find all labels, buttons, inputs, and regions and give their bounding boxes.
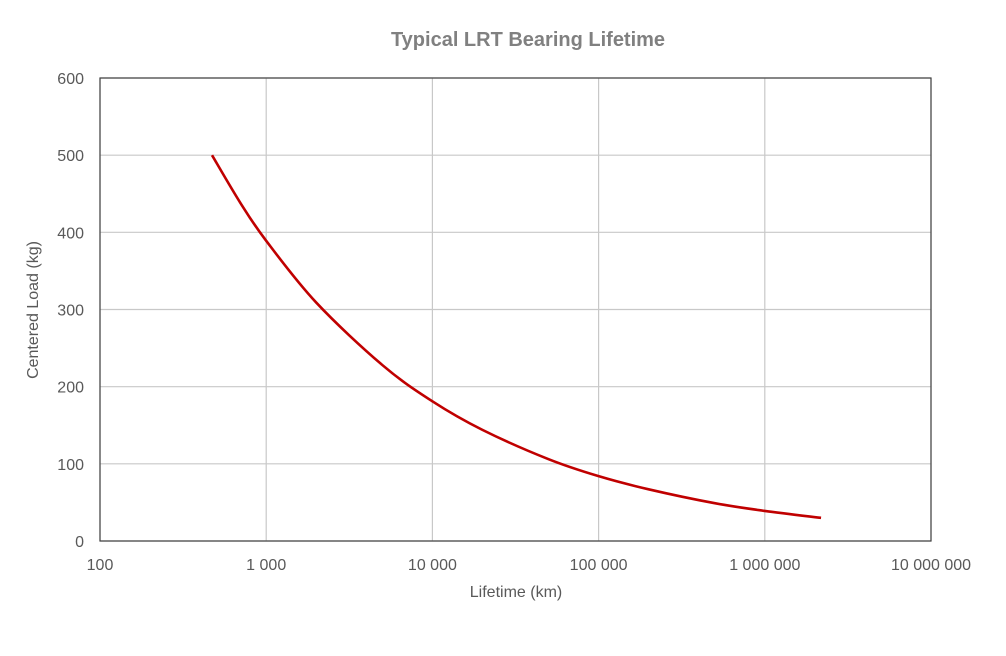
y-tick-label: 100 xyxy=(57,457,84,474)
y-tick-label: 400 xyxy=(57,225,84,242)
x-axis-ticks: 100 1 000 10 000 100 000 1 000 000 10 000 000 xyxy=(87,557,971,574)
series-group xyxy=(210,154,822,520)
x-axis-label: Lifetime (km) xyxy=(470,584,562,601)
y-tick-label: 200 xyxy=(57,380,84,397)
x-tick-label: 100 xyxy=(87,557,114,574)
chart-title: Typical LRT Bearing Lifetime xyxy=(391,29,665,51)
x-tick-label: 1 000 000 xyxy=(729,557,800,574)
y-tick-label: 600 xyxy=(57,71,84,88)
x-tick-label: 1 000 xyxy=(246,557,286,574)
y-axis-label: Centered Load (kg) xyxy=(25,241,42,379)
x-tick-label: 10 000 xyxy=(408,557,457,574)
y-tick-label: 300 xyxy=(57,303,84,320)
plot-area-border xyxy=(99,77,932,542)
y-axis-ticks: 0 100 200 300 400 500 600 xyxy=(57,71,84,551)
y-tick-label: 500 xyxy=(57,148,84,165)
series-line xyxy=(210,154,822,520)
grid xyxy=(99,77,932,542)
x-tick-label: 10 000 000 xyxy=(891,557,971,574)
x-tick-label: 100 000 xyxy=(570,557,628,574)
y-tick-label: 0 xyxy=(75,534,84,551)
